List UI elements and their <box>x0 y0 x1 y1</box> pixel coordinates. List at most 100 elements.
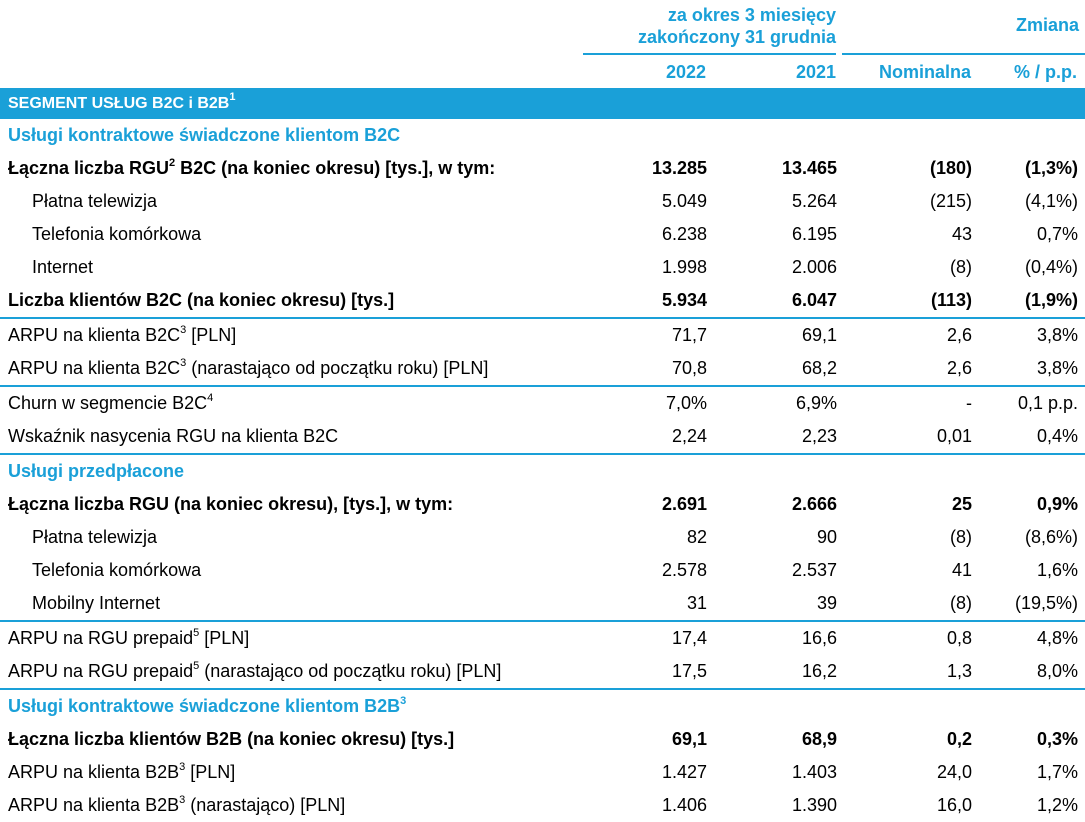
value-2022: 1.406 <box>661 795 707 815</box>
value-pct: (8,6%) <box>1024 527 1078 547</box>
table-row: Łączna liczba RGU2 B2C (na koniec okresu… <box>0 152 1085 185</box>
segment-footnote: 1 <box>229 91 236 104</box>
value-nominal: 0,2 <box>946 729 972 749</box>
footnote-marker: 5 <box>193 660 200 672</box>
row-label-text: Usługi przedpłacone <box>8 461 185 481</box>
value-2022: 6.238 <box>661 224 707 244</box>
value-pct: 0,7% <box>1036 224 1078 244</box>
value-nominal: (215) <box>929 191 972 211</box>
value-2022: 5.049 <box>661 191 707 211</box>
row-label: Telefonia komórkowa <box>0 218 578 251</box>
footnote-marker: 4 <box>207 392 214 404</box>
table-row: ARPU na klienta B2B3 [PLN] 1.427 1.403 24,0… <box>0 756 1085 789</box>
row-label-text: Usługi kontraktowe świadczone klientom B… <box>8 125 401 145</box>
row-label-text: Łączna liczba klientów B2B (na koniec ok… <box>8 729 455 749</box>
table-row: Łączna liczba RGU (na koniec okresu), [t… <box>0 488 1085 521</box>
value-pct: 8,0% <box>1036 661 1078 681</box>
row-label: Usługi przedpłacone <box>0 453 1085 488</box>
row-label-text: Churn w segmencie B2C <box>8 393 208 413</box>
table-row: ARPU na klienta B2C3 [PLN] 71,7 69,1 2,6 3,8… <box>0 317 1085 352</box>
col-header-pct: % / p.p. <box>1014 62 1077 82</box>
row-label-text: Telefonia komórkowa <box>32 560 202 580</box>
row-label-text: ARPU na RGU prepaid <box>8 661 194 681</box>
value-pct: 0,4% <box>1036 426 1078 446</box>
value-2022: 70,8 <box>671 358 707 378</box>
row-label-text: ARPU na klienta B2B <box>8 762 180 782</box>
row-label: Usługi kontraktowe świadczone klientom B… <box>0 688 1085 723</box>
value-pct: (19,5%) <box>1014 593 1078 613</box>
row-label: Liczba klientów B2C (na koniec okresu) [… <box>0 284 578 318</box>
value-2021: 6,9% <box>713 385 843 420</box>
row-label: ARPU na RGU prepaid5 (narastająco od poc… <box>0 655 578 689</box>
row-label-text: Wskaźnik nasycenia RGU na klienta B2C <box>8 426 339 446</box>
value-2021: 5.264 <box>791 191 837 211</box>
row-label: Łączna liczba RGU2 B2C (na koniec okresu… <box>0 152 578 185</box>
section-heading-row: Usługi przedpłacone <box>0 453 1085 488</box>
table-row: Płatna telewizja 82 90 (8) (8,6%) <box>0 521 1085 554</box>
table-row: ARPU na RGU prepaid5 (narastająco od poc… <box>0 655 1085 689</box>
value-pct: 3,8% <box>1036 358 1078 378</box>
value-2022: 2.691 <box>661 494 707 514</box>
segment-row: SEGMENT USŁUG B2C i B2B1 <box>0 88 1085 119</box>
section-heading-row: Usługi kontraktowe świadczone klientom B… <box>0 688 1085 723</box>
value-2021: 2.666 <box>791 494 837 514</box>
value-2022: 17,5 <box>671 661 707 681</box>
section-heading-row: Usługi kontraktowe świadczone klientom B… <box>0 119 1085 152</box>
value-nominal: (8) <box>950 257 972 277</box>
value-pct: 3,8% <box>978 317 1085 352</box>
value-nominal: 1,3 <box>946 661 972 681</box>
value-pct: (4,1%) <box>1024 191 1078 211</box>
value-2021: 68,2 <box>801 358 837 378</box>
footnote-marker: 3 <box>179 794 186 806</box>
value-nominal: 41 <box>951 560 972 580</box>
value-2022: 5.934 <box>661 290 707 310</box>
table-row: Telefonia komórkowa 2.578 2.537 41 1,6% <box>0 554 1085 587</box>
period-heading: za okres 3 miesięcy zakończony 31 grudni… <box>583 4 836 48</box>
value-2022: 2.578 <box>661 560 707 580</box>
value-pct: (1,3%) <box>1024 158 1078 178</box>
value-2022: 69,1 <box>671 729 707 749</box>
value-2021: 39 <box>816 593 837 613</box>
change-underline <box>842 53 1085 55</box>
row-label-text: ARPU na RGU prepaid <box>8 628 194 648</box>
value-nominal: 16,0 <box>936 795 972 815</box>
value-2021: 1.390 <box>791 795 837 815</box>
period-underline <box>583 53 836 55</box>
value-2022: 82 <box>686 527 707 547</box>
value-2022: 13.285 <box>651 158 707 178</box>
value-2021: 2,23 <box>801 426 837 446</box>
value-nominal: (8) <box>950 527 972 547</box>
row-label-text: Telefonia komórkowa <box>32 224 202 244</box>
value-2022: 17,4 <box>578 620 713 655</box>
table-row: Płatna telewizja 5.049 5.264 (215) (4,1%) <box>0 185 1085 218</box>
row-label: Mobilny Internet <box>0 587 578 621</box>
value-pct: 1,6% <box>1036 560 1078 580</box>
row-label-text: Mobilny Internet <box>32 593 161 613</box>
segment-text: SEGMENT USŁUG B2C i B2B <box>8 94 230 112</box>
value-2021: 2.537 <box>791 560 837 580</box>
row-label-text: Usługi kontraktowe świadczone klientom B… <box>8 696 401 716</box>
table-row: Churn w segmencie B2C4 7,0% 6,9% -0,1 p.p. <box>0 385 1085 420</box>
row-label-text: Płatna telewizja <box>32 527 158 547</box>
row-label-text: Łączna liczba RGU <box>8 158 170 178</box>
row-label: ARPU na klienta B2C3 (narastająco od poc… <box>0 352 578 386</box>
table-row: Telefonia komórkowa 6.238 6.195 43 0,7% <box>0 218 1085 251</box>
row-label-text: ARPU na klienta B2C <box>8 358 181 378</box>
value-pct: 4,8% <box>978 620 1085 655</box>
row-label-suffix: (narastająco od początku roku) [PLN] <box>199 661 502 681</box>
footnote-marker: 5 <box>193 627 200 639</box>
value-2021: 90 <box>816 527 837 547</box>
value-2021: 6.047 <box>791 290 837 310</box>
table-row: Wskaźnik nasycenia RGU na klienta B2C 2,2… <box>0 420 1085 454</box>
value-nominal: 0,01 <box>936 426 972 446</box>
value-pct: 0,9% <box>1036 494 1078 514</box>
table-row: Łączna liczba klientów B2B (na koniec ok… <box>0 723 1085 756</box>
value-2022: 71,7 <box>578 317 713 352</box>
value-2022: 31 <box>686 593 707 613</box>
row-label: Łączna liczba klientów B2B (na koniec ok… <box>0 723 578 756</box>
col-header-2022: 2022 <box>665 62 706 82</box>
footnote-marker: 3 <box>180 357 187 369</box>
value-2021: 16,6 <box>713 620 843 655</box>
value-2022: 1.998 <box>661 257 707 277</box>
